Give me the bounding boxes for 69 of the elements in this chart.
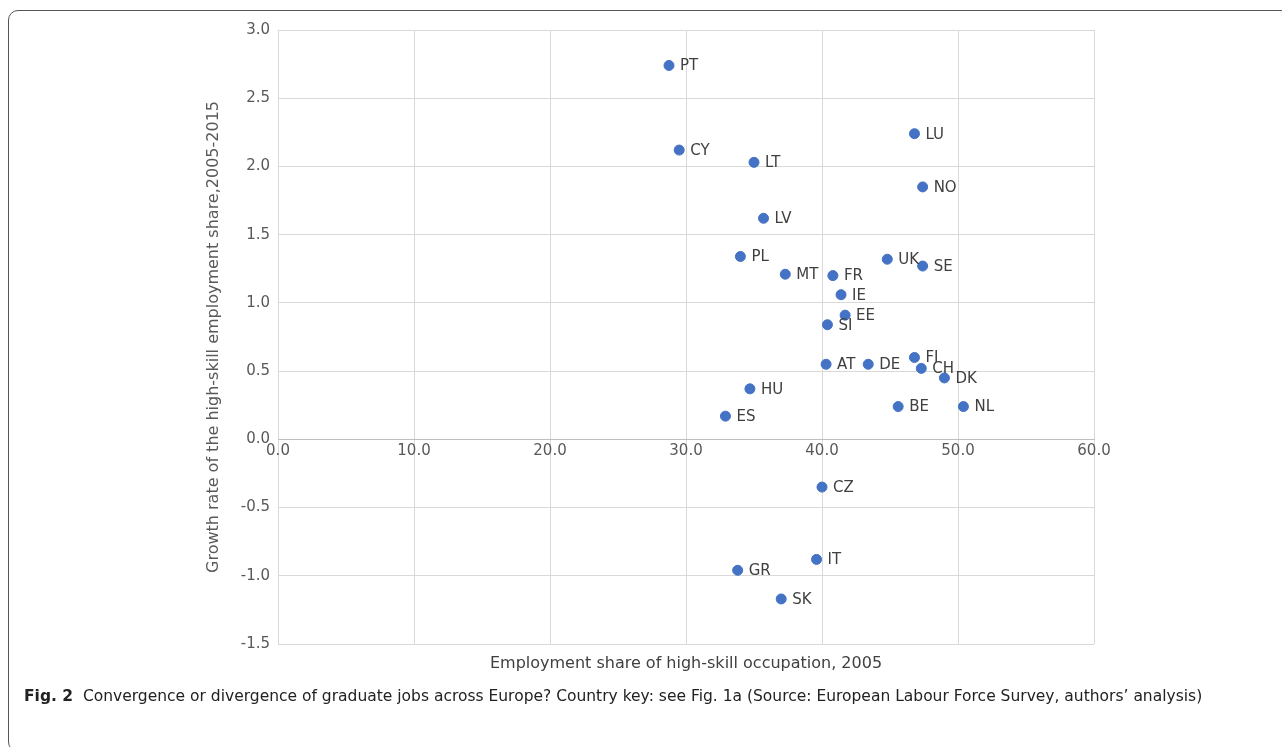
point [744, 383, 756, 395]
annotation: EE [856, 306, 876, 325]
annotation: DK [955, 368, 978, 387]
point [938, 372, 950, 384]
annotation: AT [837, 355, 857, 374]
x-axis-title: Employment share of high-skill occupation, 2005 [489, 653, 883, 673]
point [811, 553, 823, 565]
x-tick-label: 50.0 [941, 441, 975, 460]
annotation: IT [827, 550, 842, 569]
annotation: LU [925, 124, 945, 143]
point [957, 401, 969, 413]
y-axis-title: Growth rate of the high-skill employment share,2005-2015 [202, 101, 222, 573]
y-tick-label: -0.5 [240, 497, 270, 516]
annotation: SE [933, 256, 953, 275]
point [892, 401, 904, 413]
y-tick-label: 3.0 [246, 19, 270, 38]
annotation: NL [974, 397, 995, 416]
y-tick-label: 1.5 [246, 224, 270, 243]
x-tick-label: 60.0 [1077, 441, 1111, 460]
point [820, 358, 832, 370]
annotation: LV [774, 209, 793, 228]
x-tick-label: 40.0 [805, 441, 839, 460]
annotation: ES [736, 407, 756, 426]
annotation: HU [760, 379, 784, 398]
point [827, 270, 839, 282]
y-tick-label: 0.5 [246, 361, 270, 379]
point [758, 212, 770, 224]
annotation: FR [843, 266, 863, 285]
annotation: MT [796, 265, 820, 284]
annotation: CZ [833, 477, 854, 496]
annotation: PL [751, 247, 770, 266]
point [816, 481, 828, 493]
point [775, 593, 787, 605]
annotation: SK [792, 589, 813, 608]
point [734, 251, 746, 262]
point [881, 253, 893, 265]
annotation: SI [838, 315, 853, 334]
point [748, 156, 760, 168]
x-tick-label: 10.0 [397, 441, 431, 460]
point [908, 351, 920, 363]
point [821, 319, 833, 331]
annotation: BE [909, 397, 929, 416]
annotation: NO [933, 177, 957, 196]
point [779, 268, 791, 280]
point [835, 289, 847, 301]
x-tick-label: 30.0 [669, 441, 703, 460]
y-tick-label: -1.5 [240, 633, 270, 652]
y-tick-label: -1.0 [240, 565, 270, 584]
annotation: DE [879, 355, 901, 374]
point [917, 260, 929, 272]
y-tick-label: 2.5 [246, 88, 270, 107]
caption: Fig. 2 Convergence or divergence of graduate jobs across Europe? Country key: see Fig. 1a (Source: European Labour Force Survey, authors’ analysis) [24, 687, 1203, 705]
annotation: IE [852, 285, 866, 304]
point [908, 128, 920, 140]
point [732, 564, 744, 576]
point [915, 362, 927, 374]
point [862, 358, 874, 370]
point [719, 410, 731, 422]
y-tick-label: 2.0 [246, 156, 270, 175]
point [663, 59, 675, 71]
annotation: UK [898, 250, 921, 269]
x-tick-label: 20.0 [533, 441, 567, 460]
y-tick-label: 1.0 [246, 292, 270, 311]
point [917, 181, 929, 193]
annotation: GR [748, 561, 771, 580]
annotation: LT [765, 153, 782, 172]
annotation: PT [680, 56, 700, 75]
annotation: CY [690, 140, 711, 159]
point [673, 144, 685, 156]
